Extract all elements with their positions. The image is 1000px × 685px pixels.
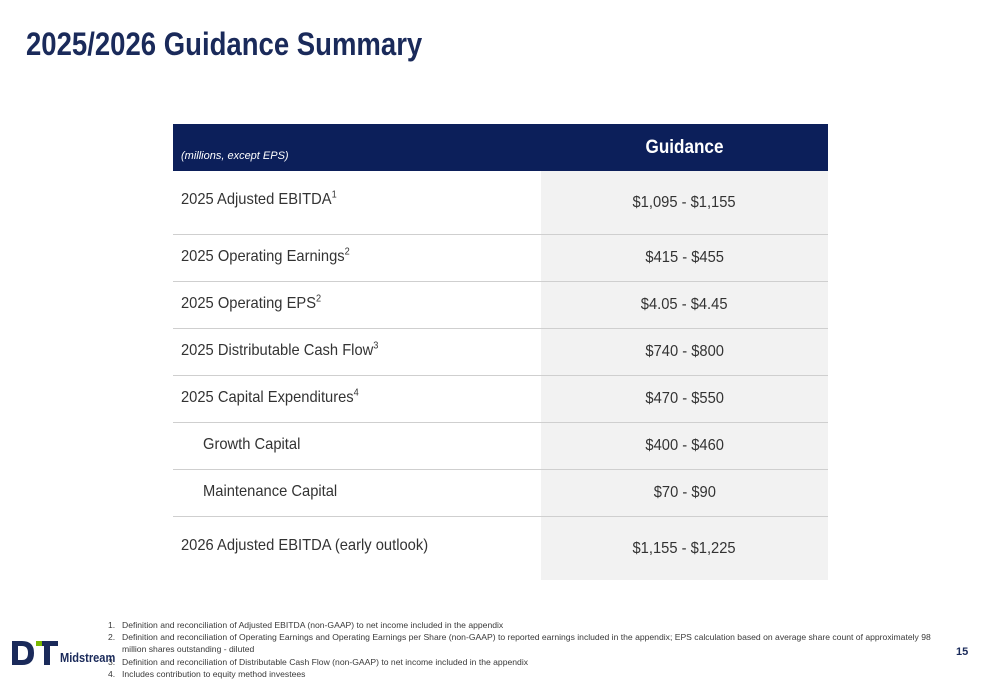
row-value: $1,095 - $1,155 [541, 171, 828, 234]
row-label: 2025 Operating Earnings2 [181, 246, 350, 265]
table-row: 2025 Distributable Cash Flow3 $740 - $80… [173, 329, 828, 376]
table-row: 2025 Adjusted EBITDA1 $1,095 - $1,155 [173, 171, 828, 235]
row-label: 2025 Distributable Cash Flow3 [181, 340, 379, 359]
header-guidance-label: Guidance [645, 137, 724, 158]
table-row: 2025 Operating Earnings2 $415 - $455 [173, 235, 828, 282]
table-header: (millions, except EPS) Guidance [173, 124, 828, 171]
footnote-item: 3. Definition and reconciliation of Dist… [108, 656, 529, 667]
footnotes: 1. Definition and reconciliation of Adju… [108, 619, 948, 680]
row-label: 2025 Adjusted EBITDA1 [181, 189, 337, 208]
table-row: Growth Capital $400 - $460 [173, 423, 828, 470]
row-value: $70 - $90 [541, 470, 828, 516]
footnote-ref: 1 [331, 189, 337, 201]
footnote-item: 1. Definition and reconciliation of Adju… [108, 620, 504, 630]
row-label: 2025 Operating EPS2 [181, 293, 322, 312]
page-number: 15 [956, 646, 969, 658]
table-row: 2025 Capital Expenditures4 $470 - $550 [173, 376, 828, 423]
row-value: $1,155 - $1,225 [541, 517, 828, 580]
table-row: Maintenance Capital $70 - $90 [173, 470, 828, 517]
row-value: $415 - $455 [541, 235, 828, 281]
logo-wordmark: Midstream [60, 650, 116, 665]
dt-logo-icon [12, 641, 58, 665]
row-label: Maintenance Capital [203, 483, 338, 500]
dt-midstream-logo: Midstream [12, 641, 125, 665]
row-value: $400 - $460 [541, 423, 828, 469]
row-value: $740 - $800 [541, 329, 828, 375]
header-units-label: (millions, except EPS) [181, 150, 289, 162]
row-label: 2025 Capital Expenditures4 [181, 387, 359, 406]
footnote-ref: 4 [353, 387, 359, 399]
row-value: $470 - $550 [541, 376, 828, 422]
table-row: 2025 Operating EPS2 $4.05 - $4.45 [173, 282, 828, 329]
footnote-ref: 2 [344, 246, 350, 258]
page-title: 2025/2026 Guidance Summary [26, 26, 423, 62]
footnote-item: 2. Definition and reconciliation of Oper… [108, 632, 931, 655]
guidance-table: (millions, except EPS) Guidance 2025 Adj… [173, 124, 828, 580]
footnote-ref: 3 [373, 340, 379, 352]
row-label: 2026 Adjusted EBITDA (early outlook) [181, 537, 429, 554]
table-row: 2026 Adjusted EBITDA (early outlook) $1,… [173, 517, 828, 580]
row-value: $4.05 - $4.45 [541, 282, 828, 328]
footnote-item: 4. Includes contribution to equity metho… [108, 668, 306, 679]
dt-logo-mark [12, 641, 58, 665]
row-label: Growth Capital [203, 436, 301, 453]
footnote-ref: 2 [316, 293, 322, 305]
